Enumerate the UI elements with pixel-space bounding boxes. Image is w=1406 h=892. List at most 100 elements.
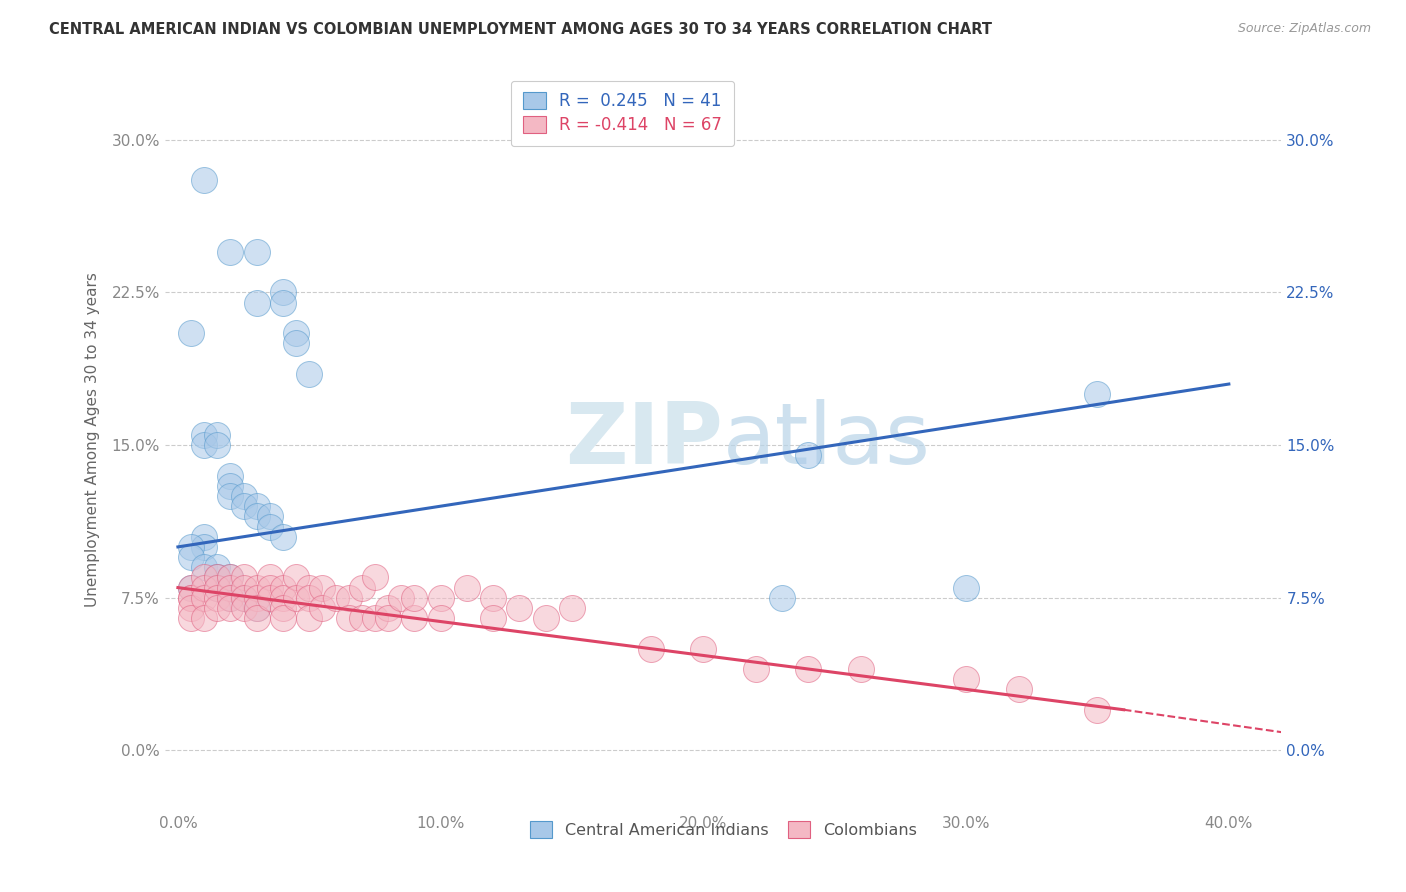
Point — [180, 611, 202, 625]
Point — [246, 509, 269, 524]
Point — [404, 611, 426, 625]
Point — [219, 570, 242, 584]
Point — [219, 591, 242, 605]
Point — [207, 570, 229, 584]
Point — [404, 591, 426, 605]
Point — [298, 591, 321, 605]
Point — [219, 468, 242, 483]
Point — [337, 611, 360, 625]
Point — [193, 438, 215, 452]
Point — [350, 611, 373, 625]
Point — [364, 611, 387, 625]
Point — [180, 591, 202, 605]
Point — [219, 489, 242, 503]
Point — [259, 509, 281, 524]
Point — [232, 570, 254, 584]
Point — [207, 581, 229, 595]
Point — [207, 560, 229, 574]
Point — [232, 591, 254, 605]
Point — [193, 428, 215, 442]
Point — [482, 611, 505, 625]
Point — [271, 601, 294, 615]
Point — [271, 285, 294, 300]
Point — [298, 367, 321, 381]
Point — [207, 428, 229, 442]
Point — [232, 499, 254, 513]
Point — [232, 601, 254, 615]
Point — [271, 530, 294, 544]
Point — [508, 601, 530, 615]
Point — [271, 581, 294, 595]
Point — [389, 591, 412, 605]
Point — [285, 591, 308, 605]
Point — [180, 326, 202, 340]
Point — [193, 591, 215, 605]
Point — [271, 591, 294, 605]
Point — [193, 560, 215, 574]
Point — [259, 591, 281, 605]
Legend: Central American Indians, Colombians: Central American Indians, Colombians — [523, 815, 922, 845]
Point — [271, 611, 294, 625]
Point — [246, 611, 269, 625]
Point — [246, 295, 269, 310]
Point — [364, 570, 387, 584]
Point — [219, 244, 242, 259]
Point — [246, 244, 269, 259]
Point — [298, 611, 321, 625]
Point — [797, 448, 820, 462]
Point — [271, 295, 294, 310]
Point — [955, 672, 977, 686]
Point — [377, 601, 399, 615]
Point — [219, 479, 242, 493]
Point — [219, 601, 242, 615]
Point — [1008, 682, 1031, 697]
Point — [180, 591, 202, 605]
Point — [797, 662, 820, 676]
Point — [456, 581, 478, 595]
Point — [193, 581, 215, 595]
Point — [259, 570, 281, 584]
Point — [193, 530, 215, 544]
Point — [325, 591, 347, 605]
Point — [193, 611, 215, 625]
Point — [429, 611, 451, 625]
Point — [180, 581, 202, 595]
Point — [482, 591, 505, 605]
Point — [219, 591, 242, 605]
Point — [298, 581, 321, 595]
Point — [193, 570, 215, 584]
Point — [285, 570, 308, 584]
Y-axis label: Unemployment Among Ages 30 to 34 years: Unemployment Among Ages 30 to 34 years — [86, 273, 100, 607]
Point — [561, 601, 583, 615]
Point — [285, 336, 308, 351]
Point — [207, 591, 229, 605]
Point — [692, 641, 714, 656]
Point — [207, 601, 229, 615]
Point — [246, 601, 269, 615]
Point — [219, 570, 242, 584]
Point — [259, 519, 281, 533]
Point — [246, 499, 269, 513]
Point — [259, 581, 281, 595]
Point — [246, 581, 269, 595]
Point — [232, 489, 254, 503]
Point — [232, 581, 254, 595]
Point — [770, 591, 793, 605]
Point — [1087, 703, 1109, 717]
Point — [207, 438, 229, 452]
Point — [350, 581, 373, 595]
Point — [180, 601, 202, 615]
Text: ZIP: ZIP — [565, 399, 723, 482]
Point — [337, 591, 360, 605]
Point — [193, 173, 215, 187]
Point — [246, 591, 269, 605]
Point — [377, 611, 399, 625]
Text: atlas: atlas — [723, 399, 931, 482]
Point — [285, 326, 308, 340]
Point — [232, 591, 254, 605]
Point — [207, 581, 229, 595]
Point — [1087, 387, 1109, 401]
Point — [180, 550, 202, 565]
Point — [180, 581, 202, 595]
Text: Source: ZipAtlas.com: Source: ZipAtlas.com — [1237, 22, 1371, 36]
